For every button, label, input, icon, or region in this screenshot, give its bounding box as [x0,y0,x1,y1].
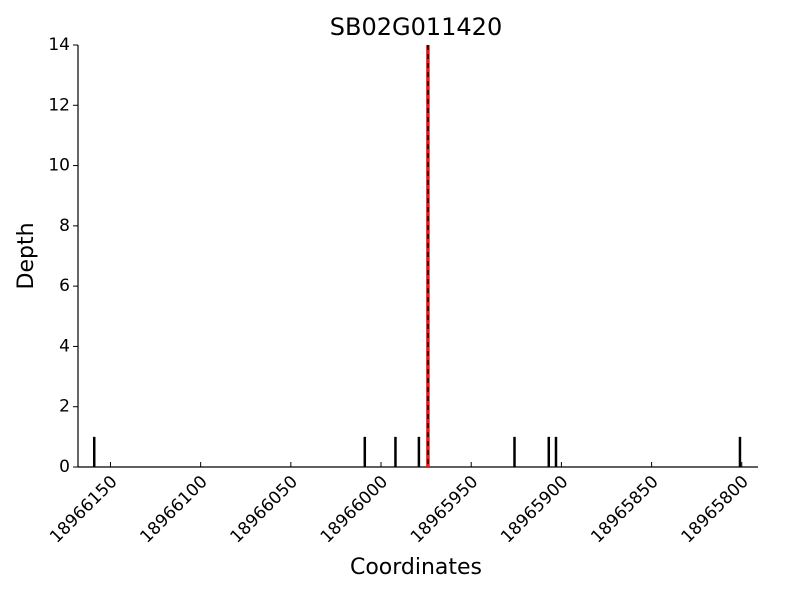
y-tick-label: 2 [59,397,70,417]
x-tick-label: 18966150 [46,472,121,547]
x-tick-label: 18966100 [136,472,211,547]
y-tick-label: 4 [59,336,70,356]
chart-title: SB02G011420 [330,13,502,41]
x-tick-label: 18966050 [227,472,302,547]
y-tick-label: 8 [59,216,70,236]
x-axis-label: Coordinates [350,555,482,580]
x-tick-label: 18965800 [678,472,753,547]
y-axis-label: Depth [14,222,39,289]
x-tick-label: 18965950 [407,472,482,547]
y-tick-label: 10 [48,156,70,176]
y-tick-label: 12 [48,95,70,115]
x-tick-label: 18965850 [587,472,662,547]
x-tick-label: 18965900 [497,472,572,547]
y-tick-label: 14 [48,35,70,55]
y-tick-label: 0 [59,457,70,477]
x-tick-label: 18966000 [317,472,392,547]
y-tick-label: 6 [59,276,70,296]
